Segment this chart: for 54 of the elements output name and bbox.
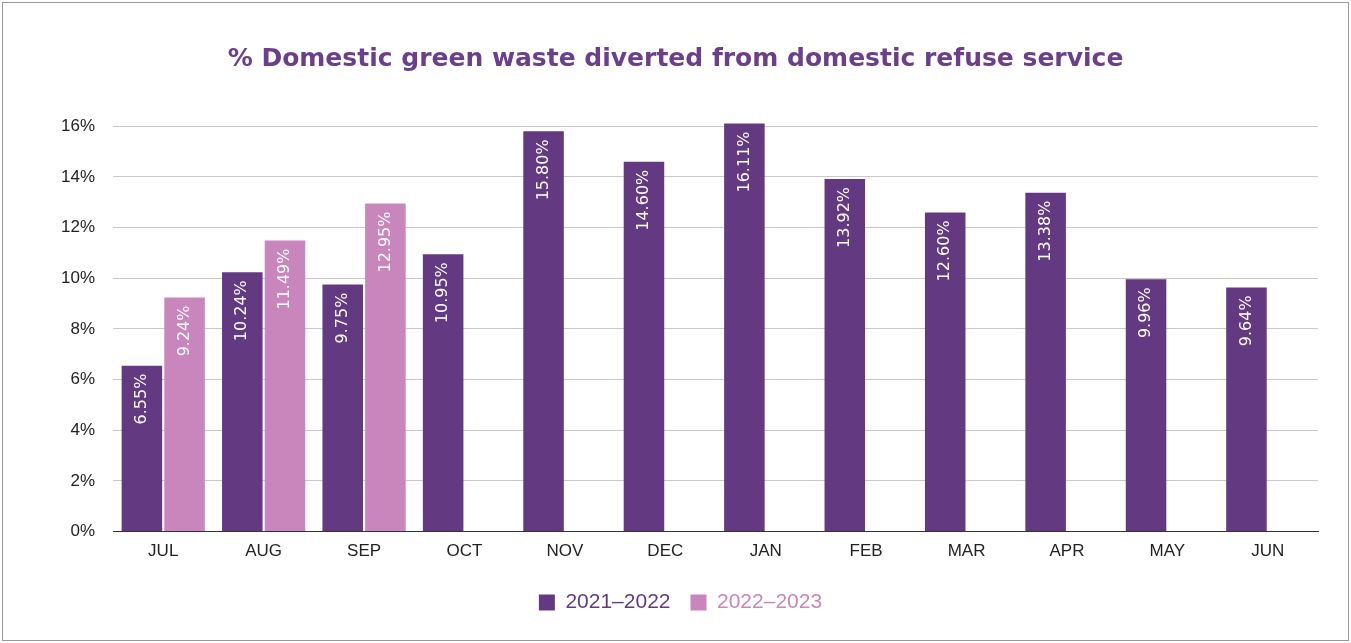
data-label: 13.38% xyxy=(1034,200,1054,262)
bar xyxy=(422,254,464,532)
bar xyxy=(365,203,406,532)
bar xyxy=(623,161,665,532)
x-tick-label: SEP xyxy=(347,541,382,561)
data-label: 10.95% xyxy=(432,262,452,324)
data-label: 16.11% xyxy=(733,131,753,193)
data-label: 9.96% xyxy=(1135,287,1155,339)
legend-label: 2021–2022 xyxy=(565,589,671,613)
x-tick-label: NOV xyxy=(546,541,584,561)
bar xyxy=(264,240,306,532)
data-label: 9.64% xyxy=(1235,295,1255,347)
bar xyxy=(924,212,966,532)
bar xyxy=(322,284,363,532)
x-tick-label: DEC xyxy=(647,541,684,561)
y-tick-label: 12% xyxy=(60,217,96,237)
data-label: 10.24% xyxy=(231,280,251,342)
x-tick-label: MAR xyxy=(947,541,986,561)
y-tick-label: 16% xyxy=(60,115,96,135)
data-label: 14.60% xyxy=(633,169,653,231)
bar xyxy=(824,178,866,532)
legend-label: 2022–2023 xyxy=(717,589,823,613)
x-tick-label: MAY xyxy=(1149,541,1186,561)
y-tick-label: 14% xyxy=(60,166,96,186)
y-tick-label: 6% xyxy=(70,369,96,389)
y-tick-label: 8% xyxy=(70,318,96,338)
bar xyxy=(164,297,205,532)
bar xyxy=(1226,287,1267,532)
y-tick-label: 10% xyxy=(60,267,96,287)
y-tick-label: 0% xyxy=(70,521,96,541)
data-label: 9.24% xyxy=(173,305,193,357)
x-tick-label: JUL xyxy=(148,541,179,561)
data-label: 11.49% xyxy=(274,248,294,310)
y-tick-label: 2% xyxy=(70,470,96,490)
data-label: 13.92% xyxy=(833,186,853,248)
x-tick-label: APR xyxy=(1049,541,1085,561)
data-label: 15.80% xyxy=(532,139,552,201)
y-tick-label: 4% xyxy=(70,419,96,439)
bar xyxy=(1125,279,1167,532)
x-tick-label: AUG xyxy=(245,541,283,561)
x-tick-label: OCT xyxy=(446,541,483,561)
bar xyxy=(523,131,564,532)
x-tick-label: JAN xyxy=(749,541,782,561)
bar xyxy=(121,365,163,532)
x-tick-label: FEB xyxy=(849,541,883,561)
data-label: 6.55% xyxy=(131,373,151,425)
x-tick-label: JUN xyxy=(1251,541,1285,561)
bar xyxy=(724,123,765,532)
bar xyxy=(222,272,263,532)
bar xyxy=(1025,192,1066,532)
data-label: 12.60% xyxy=(934,220,954,282)
chart-title: % Domestic green waste diverted from domestic refuse service xyxy=(226,43,1125,72)
data-label: 12.95% xyxy=(374,211,394,273)
data-label: 9.75% xyxy=(331,292,351,344)
